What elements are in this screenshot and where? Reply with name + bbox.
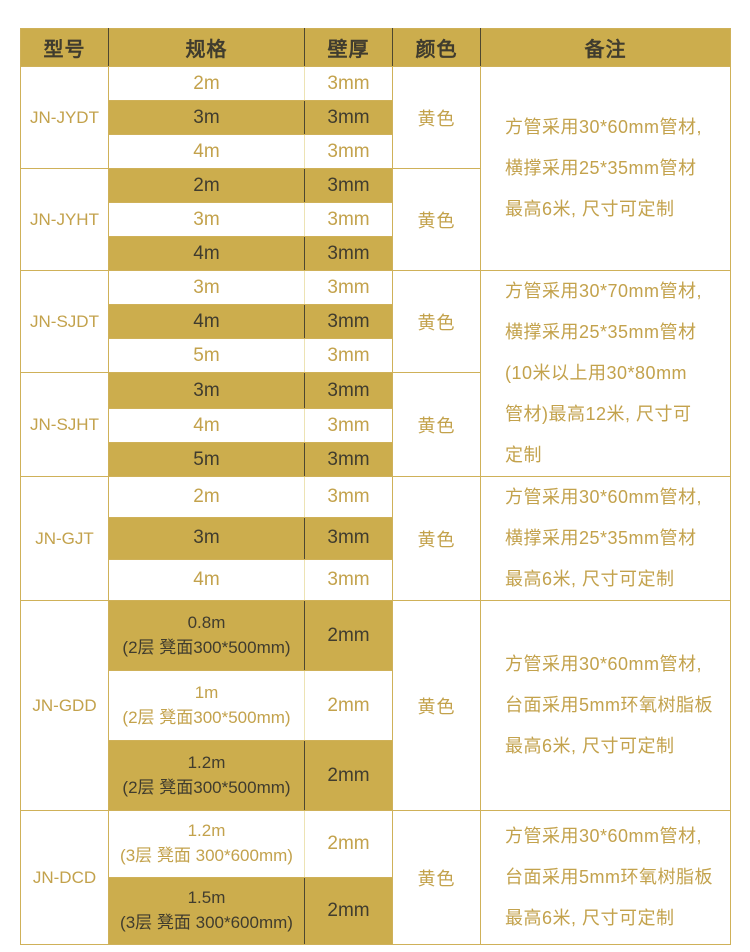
spec-cell: 1.2m (3层 凳面 300*600mm) <box>108 810 305 878</box>
thickness-cell: 3mm <box>304 202 393 237</box>
spec-cell: 4m <box>108 558 305 602</box>
product-spec-table: 型号 规格 壁厚 颜色 备注 JN-JYDT 2m 3mm 黄色 方管采用30*… <box>20 28 731 945</box>
color-cell: 黄色 <box>392 168 481 271</box>
thickness-cell: 2mm <box>304 877 393 945</box>
spec-cell: 5m <box>108 442 305 477</box>
spec-cell: 1.5m (3层 凳面 300*600mm) <box>108 877 305 945</box>
table-row: JN-GDD 0.8m (2层 凳面300*500mm) 2mm 黄色 方管采用… <box>20 600 731 811</box>
thickness-cell: 2mm <box>304 670 393 741</box>
thickness-cell: 3mm <box>304 442 393 477</box>
spec-cell: 4m <box>108 134 305 169</box>
spec-cell: 4m <box>108 408 305 443</box>
table-row: 4m 3mm <box>21 558 731 602</box>
table-row: JN-JYDT 2m 3mm 黄色 方管采用30*60mm管材, 横撑采用25*… <box>20 66 731 271</box>
thickness-cell: 3mm <box>304 372 393 409</box>
remark-cell: 方管采用30*60mm管材, 台面采用5mm环氧树脂板 最高6米, 尺寸可定制 <box>480 600 731 811</box>
spec-cell: 2m <box>108 475 305 519</box>
table-row: JN-SJDT 3m 3mm 黄色 方管采用30*70mm管材, 横撑采用25*… <box>20 270 731 477</box>
remark-cell: 方管采用30*60mm管材, 横撑采用25*35mm管材 最高6米, 尺寸可定制 <box>480 476 731 601</box>
thickness-cell: 3mm <box>304 168 393 203</box>
spec-cell: 2m <box>108 66 305 101</box>
thickness-cell: 2mm <box>304 810 393 878</box>
remark-cell: 方管采用30*60mm管材, 横撑采用25*35mm管材 最高6米, 尺寸可定制 <box>480 66 731 271</box>
table-row: JN-GJT 2m 3mm 黄色 方管采用30*60mm管材, 横撑采用25*3… <box>20 475 731 601</box>
spec-cell: 3m <box>108 372 305 409</box>
color-cell: 黄色 <box>392 66 481 169</box>
spec-cell: 4m <box>108 236 305 271</box>
col-header-thickness: 壁厚 <box>304 28 393 67</box>
model-cell-jn-gdd: JN-GDD <box>20 600 109 811</box>
header-row: 型号 规格 壁厚 颜色 备注 <box>20 28 731 67</box>
col-header-model: 型号 <box>20 28 109 67</box>
model-cell-jn-gjt: JN-GJT <box>20 476 109 601</box>
table-row: 3m 3mm <box>21 517 731 560</box>
thickness-cell: 3mm <box>304 100 393 135</box>
col-header-color: 颜色 <box>392 28 481 67</box>
table-row: JN-JYHT 2m 3mm 黄色 <box>20 168 731 271</box>
spec-cell: 0.8m (2层 凳面300*500mm) <box>108 600 305 671</box>
model-cell-jn-sjht: JN-SJHT <box>20 372 109 477</box>
spec-cell: 5m <box>108 338 305 373</box>
remark-cell: 方管采用30*70mm管材, 横撑采用25*35mm管材 (10米以上用30*8… <box>480 270 731 477</box>
thickness-cell: 3mm <box>304 558 393 602</box>
color-cell: 黄色 <box>392 476 481 601</box>
thickness-cell: 3mm <box>304 338 393 373</box>
table-row: 4m 3mm <box>21 236 731 271</box>
color-cell: 黄色 <box>392 270 481 373</box>
col-header-spec: 规格 <box>108 28 305 67</box>
model-cell-jn-jyht: JN-JYHT <box>20 168 109 271</box>
remark-cell: 方管采用30*60mm管材, 台面采用5mm环氧树脂板 最高6米, 尺寸可定制 <box>480 810 731 945</box>
color-cell: 黄色 <box>392 600 481 811</box>
thickness-cell: 3mm <box>304 270 393 305</box>
spec-cell: 1m (2层 凳面300*500mm) <box>108 670 305 741</box>
spec-cell: 3m <box>108 100 305 135</box>
spec-cell: 2m <box>108 168 305 203</box>
model-cell-jn-jydt: JN-JYDT <box>20 66 109 169</box>
table-row: 4m 3mm <box>21 304 731 339</box>
model-cell-jn-dcd: JN-DCD <box>20 810 109 945</box>
spec-cell: 3m <box>108 517 305 560</box>
spec-cell: 1.2m (2层 凳面300*500mm) <box>108 740 305 811</box>
col-header-remark: 备注 <box>480 28 731 67</box>
table-row: 3m 3mm <box>21 202 731 237</box>
spec-cell: 4m <box>108 304 305 339</box>
thickness-cell: 3mm <box>304 236 393 271</box>
table-row: 5m 3mm <box>21 442 731 477</box>
thickness-cell: 3mm <box>304 134 393 169</box>
table-row: 4m 3mm <box>21 408 731 443</box>
thickness-cell: 3mm <box>304 66 393 101</box>
color-cell: 黄色 <box>392 810 481 945</box>
table-row: 1m (2层 凳面300*500mm) 2mm <box>21 670 731 741</box>
table-row: 1.5m (3层 凳面 300*600mm) 2mm <box>21 877 731 945</box>
model-cell-jn-sjdt: JN-SJDT <box>20 270 109 373</box>
thickness-cell: 3mm <box>304 517 393 560</box>
thickness-cell: 3mm <box>304 304 393 339</box>
thickness-cell: 2mm <box>304 600 393 671</box>
thickness-cell: 3mm <box>304 475 393 519</box>
spec-cell: 3m <box>108 270 305 305</box>
spec-cell: 3m <box>108 202 305 237</box>
table-row: 3m 3mm <box>21 100 731 135</box>
table-row: JN-DCD 1.2m (3层 凳面 300*600mm) 2mm 黄色 方管采… <box>20 810 731 945</box>
thickness-cell: 2mm <box>304 740 393 811</box>
table-row: JN-SJHT 3m 3mm 黄色 <box>20 372 731 477</box>
thickness-cell: 3mm <box>304 408 393 443</box>
table-row: 5m 3mm <box>21 338 731 373</box>
color-cell: 黄色 <box>392 372 481 477</box>
table-row: 1.2m (2层 凳面300*500mm) 2mm <box>21 740 731 811</box>
